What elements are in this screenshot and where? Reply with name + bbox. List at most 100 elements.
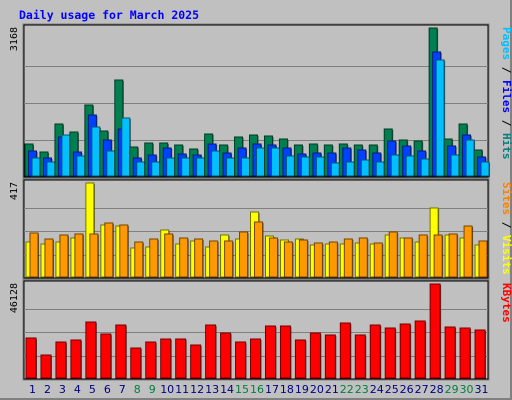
day-label-6: 6 (104, 383, 111, 396)
bar-kbytes-day-24 (369, 324, 382, 379)
bar-sites-day-26 (403, 237, 414, 278)
day-label-4: 4 (74, 383, 81, 396)
panel-2: 417 Sites / Visits (9, 178, 512, 280)
day-label-10: 10 (160, 383, 174, 396)
bar-kbytes-day-13 (205, 324, 217, 379)
bar-kbytes-day-16 (250, 338, 262, 379)
day-label-16: 16 (250, 383, 264, 396)
bar-kbytes-day-20 (309, 332, 322, 379)
panel-frame (22, 279, 490, 381)
bar-sites-day-25 (388, 231, 399, 278)
bar-kbytes-day-17 (264, 325, 277, 379)
panel-legend: Sites / Visits (500, 182, 512, 275)
bar-sites-day-15 (239, 231, 249, 278)
bar-kbytes-day-26 (399, 323, 412, 379)
day-label-1: 1 (29, 383, 36, 396)
panel-max-label: 3168 (9, 27, 20, 51)
day-label-23: 23 (355, 383, 369, 396)
bar-kbytes-day-31 (474, 329, 487, 379)
bar-sites-day-9 (149, 238, 159, 278)
day-axis-labels: 1 2 3 4 5 6 7 8 9 10 11 12 13 14 15 16 17 18 19 20 21 22 23 24 2… (29, 383, 489, 396)
bar-kbytes-day-19 (294, 339, 307, 379)
day-label-26: 26 (400, 383, 414, 396)
bar-sites-day-3 (59, 234, 69, 278)
bar-kbytes-day-14 (220, 332, 232, 379)
bar-sites-day-23 (358, 237, 369, 278)
bar-sites-day-7 (119, 224, 129, 278)
bar-sites-day-27 (418, 234, 429, 278)
legend-segment: / (500, 215, 512, 235)
panel-max-label: 417 (9, 182, 20, 200)
day-label-30: 30 (460, 383, 474, 396)
bar-kbytes-day-27 (414, 320, 427, 379)
legend-segment: Sites (500, 182, 512, 215)
bar-sites-day-31 (478, 240, 489, 278)
bar-kbytes-day-28 (429, 283, 442, 379)
panel-max-label: 46128 (9, 283, 20, 313)
day-label-29: 29 (445, 383, 459, 396)
bar-kbytes-day-22 (339, 322, 352, 379)
day-label-18: 18 (280, 383, 294, 396)
legend-segment: / (500, 60, 512, 80)
day-label-24: 24 (370, 383, 384, 396)
bar-kbytes-day-9 (145, 341, 157, 379)
bar-sites-day-14 (224, 240, 234, 278)
bar-sites-day-5 (89, 233, 99, 278)
legend-segment: Pages (500, 27, 512, 60)
day-label-28: 28 (430, 383, 444, 396)
bar-sites-day-2 (44, 238, 54, 278)
day-label-14: 14 (220, 383, 234, 396)
bar-sites-day-10 (164, 233, 174, 278)
day-label-19: 19 (295, 383, 309, 396)
bar-kbytes-day-4 (70, 339, 82, 379)
bar-sites-day-24 (373, 242, 384, 278)
day-label-9: 9 (149, 383, 156, 396)
bar-sites-day-18 (283, 241, 294, 278)
bar-kbytes-day-25 (384, 327, 397, 379)
bar-sites-day-11 (179, 237, 189, 278)
bar-sites-day-1 (29, 232, 39, 278)
day-label-5: 5 (89, 383, 96, 396)
bar-kbytes-day-8 (130, 347, 142, 379)
bar-sites-day-20 (313, 242, 324, 278)
day-label-25: 25 (385, 383, 399, 396)
panel-1: 3168 Pages / Files / Hits (9, 23, 512, 179)
day-label-22: 22 (340, 383, 354, 396)
bar-sites-day-30 (463, 225, 474, 278)
bar-kbytes-day-18 (279, 325, 292, 379)
bar-kbytes-day-7 (115, 324, 127, 379)
bar-sites-day-22 (343, 238, 354, 278)
bar-kbytes-day-1 (25, 337, 37, 379)
bar-sites-day-8 (134, 241, 144, 278)
day-label-2: 2 (44, 383, 51, 396)
bar-sites-day-19 (298, 239, 309, 278)
bar-pages-day-31 (480, 161, 491, 177)
day-label-21: 21 (325, 383, 339, 396)
legend-segment: Hits (500, 133, 512, 160)
bar-sites-day-4 (74, 233, 84, 278)
legend-segment: Files (500, 80, 512, 113)
bar-sites-day-29 (448, 233, 459, 278)
bar-sites-day-13 (209, 240, 219, 278)
panel-frame (22, 178, 490, 280)
bar-sites-day-16 (254, 221, 264, 278)
panel-legend: Pages / Files / Hits (500, 27, 512, 160)
bar-kbytes-day-3 (55, 341, 67, 379)
bar-kbytes-day-29 (444, 326, 457, 379)
panel-frame (22, 23, 490, 179)
panel-3: 46128 KBytes (9, 279, 512, 381)
chart-panels: 3168 Pages / Files / Hits 417 Sites / Visit… (9, 23, 512, 381)
day-label-3: 3 (59, 383, 66, 396)
day-label-7: 7 (119, 383, 126, 396)
bar-pages-day-28 (435, 59, 446, 177)
bar-kbytes-day-23 (354, 334, 367, 379)
day-label-17: 17 (265, 383, 279, 396)
day-label-20: 20 (310, 383, 324, 396)
day-label-13: 13 (205, 383, 219, 396)
day-label-31: 31 (475, 383, 489, 396)
chart-title: Daily usage for March 2025 (19, 8, 199, 22)
day-label-12: 12 (190, 383, 204, 396)
bar-kbytes-day-11 (175, 338, 187, 379)
